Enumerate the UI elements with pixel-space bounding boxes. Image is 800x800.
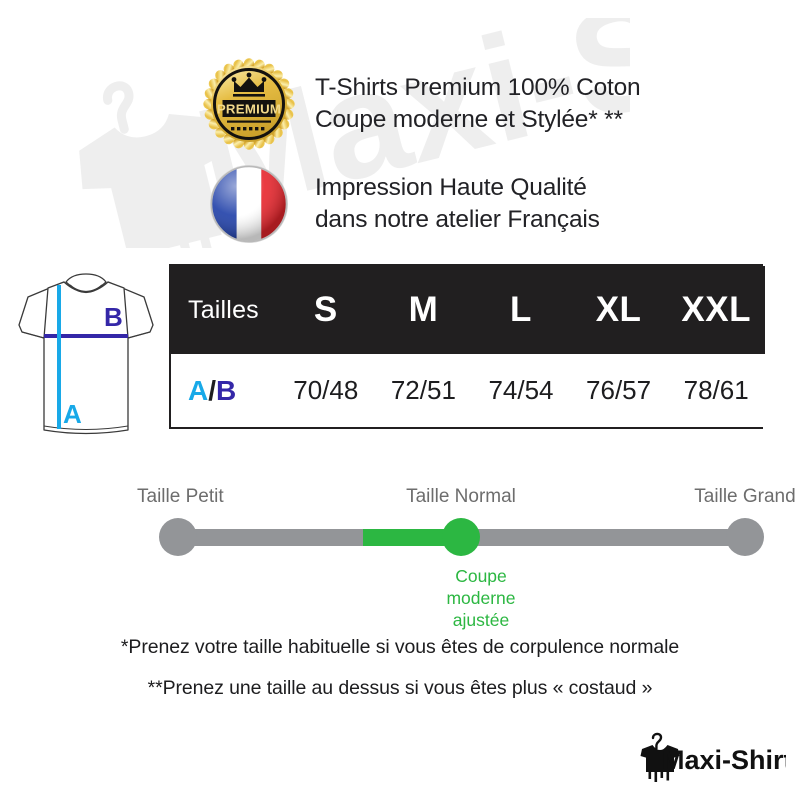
fit-slider-knob-large[interactable] — [726, 518, 764, 556]
size-table-header-row: Tailles S M L XL XXL — [171, 266, 765, 354]
logo-text: Maxi-Shirt — [662, 745, 786, 775]
size-value-s: 70/48 — [293, 375, 359, 405]
fit-slider[interactable]: Taille Petit Taille Normal Taille Grand … — [0, 486, 800, 630]
fit-slider-thumb[interactable] — [442, 518, 480, 556]
size-table: Tailles S M L XL XXL A/B 70/48 72/51 74/… — [169, 264, 765, 429]
france-headline-line1: Impression Haute Qualité — [315, 174, 587, 202]
fit-slider-track-area[interactable] — [0, 518, 800, 558]
measure-label-b: B — [104, 302, 123, 332]
premium-headline-line1: T-Shirts Premium 100% Coton — [315, 74, 641, 102]
fit-label-normal: Taille Normal — [406, 486, 516, 507]
premium-headline-line2: Coupe moderne et Stylée* ** — [315, 106, 623, 133]
fit-slider-fill — [363, 529, 461, 546]
row-label-slash: / — [208, 374, 217, 406]
header-row-france: Impression Haute Qualité dans notre atel… — [203, 158, 600, 250]
fit-caption-line1: Coupe moderne — [446, 566, 516, 608]
fit-label-small: Taille Petit — [137, 486, 224, 507]
table-row: A/B 70/48 72/51 74/54 76/57 78/61 — [171, 354, 765, 427]
fit-slider-labels: Taille Petit Taille Normal Taille Grand — [0, 486, 800, 512]
france-headline-line2: dans notre atelier Français — [315, 206, 600, 233]
fit-slider-caption: Coupe moderne ajustée — [421, 566, 541, 632]
size-value-xl: 76/57 — [586, 375, 652, 405]
header-row-premium: PREMIUM T-Shirts Premium 100% Coton Coup — [203, 58, 641, 150]
footnote-1: *Prenez votre taille habituelle si vous … — [120, 636, 680, 658]
size-header-s: S — [313, 290, 338, 329]
row-label-b: B — [216, 374, 237, 406]
size-value-l: 74/54 — [488, 375, 554, 405]
size-header-m: M — [408, 290, 439, 329]
fit-label-large: Taille Grand — [694, 486, 796, 507]
size-value-m: 72/51 — [390, 375, 456, 405]
size-table-header-label: Tailles — [188, 295, 259, 324]
footnote-2: **Prenez une taille au dessus si vous êt… — [147, 677, 653, 699]
size-header-xxl: XXL — [681, 290, 751, 329]
premium-badge-text: PREMIUM — [217, 101, 281, 116]
size-header-l: L — [510, 290, 532, 329]
premium-gold-badge-icon: PREMIUM — [203, 58, 295, 150]
france-headline: Impression Haute Qualité dans notre atel… — [315, 172, 600, 236]
size-table-row-label: A/B — [171, 354, 277, 427]
fit-slider-knob-small[interactable] — [159, 518, 197, 556]
premium-headline: T-Shirts Premium 100% Coton Coupe modern… — [315, 72, 641, 136]
brand-logo: Maxi-Shirt — [636, 728, 786, 784]
measure-label-a: A — [63, 399, 82, 429]
row-label-a: A — [188, 374, 209, 406]
footnotes: *Prenez votre taille habituelle si vous … — [0, 636, 800, 718]
size-value-xxl: 78/61 — [683, 375, 749, 405]
tshirt-measurement-icon: B A — [6, 268, 166, 440]
size-header-xl: XL — [595, 290, 642, 329]
france-flag-circle-icon — [203, 158, 295, 250]
fit-caption-line2: ajustée — [452, 609, 510, 630]
